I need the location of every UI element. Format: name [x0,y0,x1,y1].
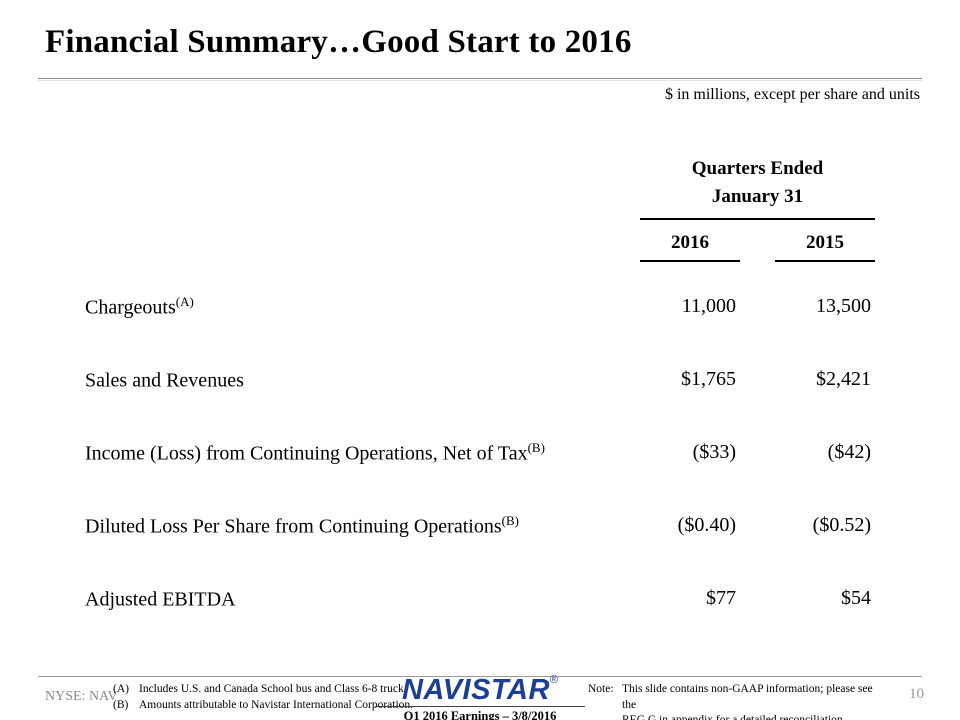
footnote-text: Amounts attributable to Navistar Interna… [139,698,414,711]
navistar-logo: NAVISTAR® [375,674,585,706]
table-group-header: Quarters Ended January 31 [640,155,875,221]
navistar-logo-block: NAVISTAR® Q1 2016 Earnings – 3/8/2016 [375,674,585,720]
column-header-2015: 2015 [775,232,875,263]
value-2015: ($42) [827,441,871,464]
row-label: Diluted Loss Per Share from Continuing O… [85,513,640,539]
registered-trademark-icon: ® [549,674,559,686]
event-caption: Q1 2016 Earnings – 3/8/2016 [375,706,585,720]
note-label: Note: [588,683,614,695]
footnote-text: Includes U.S. and Canada School bus and … [139,683,407,695]
table-row: Adjusted EBITDA $77 $54 [85,562,875,635]
row-label-text: Diluted Loss Per Share from Continuing O… [85,515,502,538]
title-divider [38,78,922,79]
navistar-wordmark: NAVISTAR [401,674,550,706]
footnote-marker: (B) [113,698,129,711]
financial-summary-table: Quarters Ended January 31 2016 2015 Char… [85,155,875,635]
value-2016: 11,000 [681,295,736,318]
note-line2: REG G in appendix for a detailed reconci… [622,714,846,720]
table-row: Income (Loss) from Continuing Operations… [85,416,875,489]
row-label-text: Sales and Revenues [85,369,244,392]
value-2015: $54 [841,587,871,610]
table-row: Chargeouts(A) 11,000 13,500 [85,270,875,343]
non-gaap-note: Note: This slide contains non-GAAP infor… [588,682,888,720]
footnote-marker: (A) [113,683,129,695]
row-label-text: Income (Loss) from Continuing Operations… [85,442,528,465]
row-label: Sales and Revenues [85,367,640,393]
footer-divider [38,676,922,677]
table-row: Diluted Loss Per Share from Continuing O… [85,489,875,562]
table-row: Sales and Revenues $1,765 $2,421 [85,343,875,416]
row-label: Chargeouts(A) [85,294,640,320]
footnote-a: (A) Includes U.S. and Canada School bus … [113,682,413,698]
column-header-2016: 2016 [640,232,740,263]
page-title: Financial Summary…Good Start to 2016 [45,24,632,60]
footnote-ref: (B) [527,439,545,455]
row-label-text: Chargeouts [85,296,176,319]
row-label-text: Adjusted EBITDA [85,588,236,611]
units-note: $ in millions, except per share and unit… [664,86,920,103]
value-2015: $2,421 [816,368,871,391]
footnote-ref: (A) [175,293,194,309]
group-header-line2: January 31 [711,185,804,207]
note-line1: This slide contains non-GAAP information… [622,683,873,711]
table-body: Chargeouts(A) 11,000 13,500 Sales and Re… [85,270,875,635]
note-text: This slide contains non-GAAP information… [622,682,888,720]
value-2015: 13,500 [816,295,871,318]
stock-ticker: NYSE: NAV [45,689,118,704]
value-2016: ($33) [692,441,736,464]
value-2015: ($0.52) [812,514,871,537]
value-2016: $1,765 [681,368,736,391]
row-label: Adjusted EBITDA [85,586,640,612]
page-number: 10 [909,686,924,702]
value-2016: $77 [706,587,736,610]
value-2016: ($0.40) [677,514,736,537]
footnote-b: (B) Amounts attributable to Navistar Int… [113,698,413,714]
table-column-headers: 2016 2015 [85,232,875,263]
footnote-ref: (B) [501,512,519,528]
row-label: Income (Loss) from Continuing Operations… [85,440,640,466]
group-header-line1: Quarters Ended [691,158,824,179]
footnotes: (A) Includes U.S. and Canada School bus … [113,682,413,713]
